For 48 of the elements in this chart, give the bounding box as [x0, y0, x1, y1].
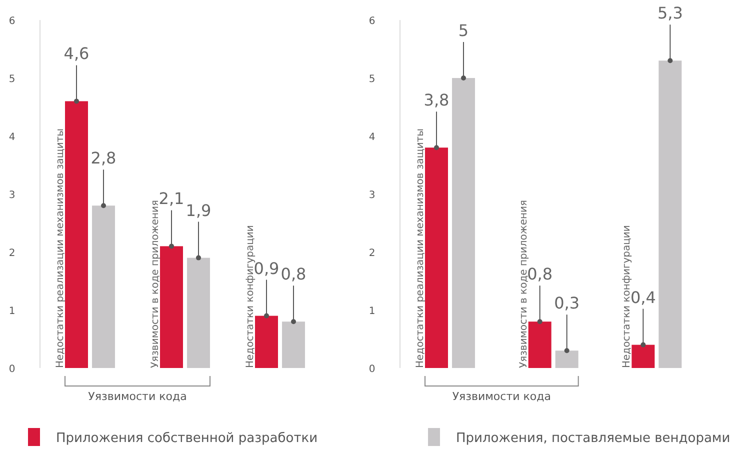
x-tick-label: Недостатки реализации механизмов защиты	[415, 128, 426, 368]
x-tick-label: Недостатки конфигурации	[622, 225, 633, 368]
y-tick-label: 2	[8, 248, 16, 259]
bar	[555, 350, 578, 368]
y-tick-label: 1	[368, 306, 376, 317]
bar	[65, 101, 88, 368]
y-tick-label: 6	[8, 16, 16, 27]
y-tick-label: 5	[8, 74, 16, 85]
data-label: 2,1	[158, 189, 184, 208]
bar	[160, 246, 183, 368]
data-label: 0,4	[630, 288, 656, 307]
data-label: 0,9	[254, 258, 280, 278]
bar	[92, 206, 115, 368]
data-label: 2,8	[90, 148, 116, 168]
y-tick-label: 6	[368, 16, 376, 27]
text: Уязвимости кода	[452, 390, 551, 403]
x-tick-label: Недостатки конфигурации	[245, 225, 256, 368]
bar	[658, 60, 682, 368]
bar	[255, 316, 278, 368]
text: Уязвимости кода	[88, 390, 187, 403]
data-label: 5	[458, 21, 469, 40]
data-label: 4,6	[64, 44, 90, 64]
y-tick-label: 0	[368, 364, 376, 375]
data-label: 5,3	[657, 4, 683, 23]
data-label: 0,3	[554, 294, 580, 313]
x-tick-label: Уязвимости в коде приложения	[518, 200, 530, 368]
y-tick-label: 0	[8, 364, 16, 375]
legend-label: Приложения собственной разработки	[56, 431, 318, 446]
x-tick-label: Уязвимости в коде приложения	[150, 200, 161, 368]
y-tick-label: 3	[368, 190, 376, 201]
y-tick-label: 1	[8, 306, 16, 317]
bar	[528, 322, 552, 368]
y-tick-label: 2	[368, 248, 376, 259]
data-label: 1,9	[186, 200, 212, 220]
y-tick-label: 4	[368, 132, 376, 143]
data-label: 3,8	[424, 90, 450, 110]
bar	[425, 148, 448, 368]
bar	[632, 344, 655, 368]
bar	[282, 322, 305, 368]
bar	[452, 78, 475, 368]
y-tick-label: 5	[368, 74, 376, 85]
bar	[187, 258, 210, 368]
data-label: 0,8	[280, 264, 306, 284]
y-tick-label: 3	[8, 190, 16, 201]
data-label: 0,8	[527, 264, 553, 284]
y-tick-label: 4	[8, 132, 16, 143]
legend-label: Приложения, поставляемые вендорами	[456, 431, 730, 446]
x-tick-label: Недостатки реализации механизмов защиты	[55, 128, 66, 368]
